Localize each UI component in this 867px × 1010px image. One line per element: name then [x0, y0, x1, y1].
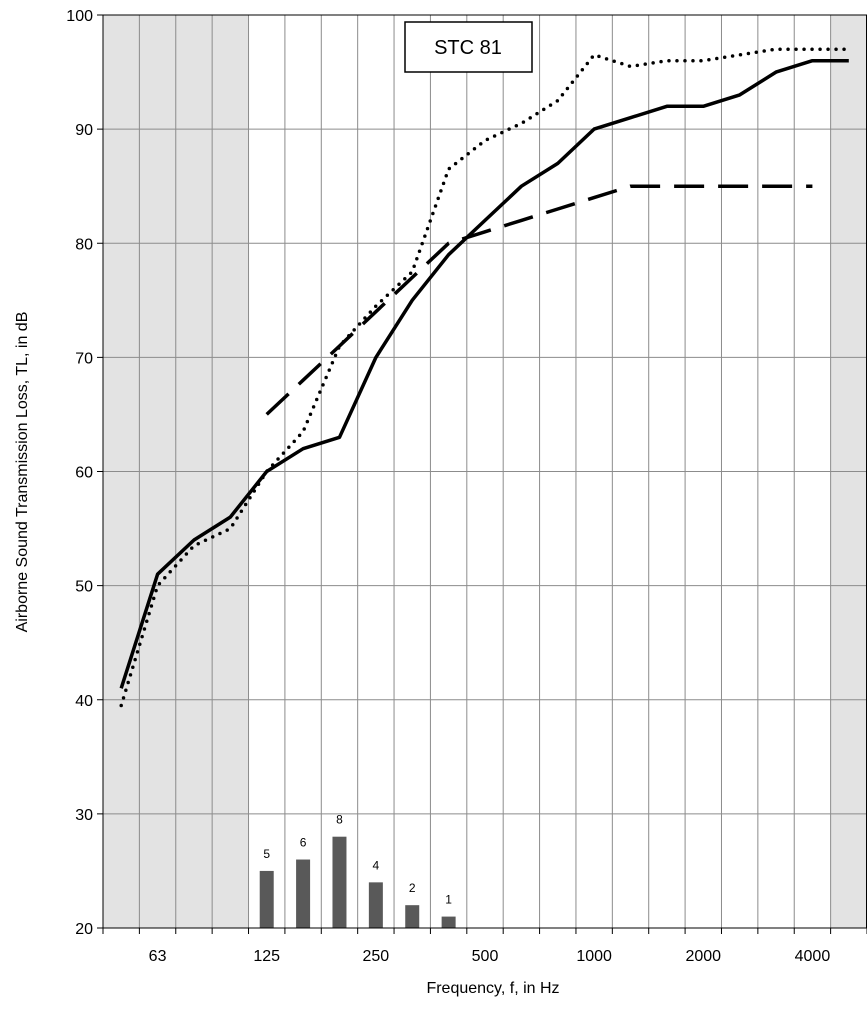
stc-box: [404, 21, 533, 73]
series-line-dashed: [265, 184, 813, 416]
deficiency-bar: [405, 905, 420, 928]
y-tick-label: 80: [75, 236, 93, 253]
x-tick-label: 2000: [685, 948, 721, 965]
series-line-solid: [119, 58, 849, 689]
y-tick-label: 30: [75, 807, 93, 824]
y-tick-label: 100: [66, 8, 93, 25]
deficiency-bar: [332, 836, 347, 928]
deficiency-bar-label: 5: [263, 847, 270, 861]
x-axis-title: Frequency, f, in Hz: [426, 980, 559, 997]
grid-lines: [103, 14, 867, 929]
deficiency-bar: [259, 870, 274, 928]
deficiency-bar-label: 1: [445, 893, 452, 907]
stc-label: STC 81: [434, 37, 502, 59]
deficiency-bar-label: 8: [336, 813, 343, 827]
x-tick-label: 125: [253, 948, 280, 965]
x-tick-label: 500: [472, 948, 499, 965]
y-tick-label: 20: [75, 921, 93, 938]
deficiency-bar-label: 4: [373, 858, 380, 872]
data-series: [119, 47, 851, 708]
x-axis: 63 125 250 500 1000 2000 4000: [102, 928, 867, 965]
deficiency-bar: [368, 882, 383, 928]
y-tick-label: 50: [75, 579, 93, 596]
y-tick-label: 90: [75, 122, 93, 139]
y-tick-label: 70: [75, 350, 93, 367]
x-tick-label: 250: [363, 948, 390, 965]
deficiency-bar: [441, 916, 456, 928]
deficiency-bar: [296, 859, 311, 928]
y-tick-label: 40: [75, 693, 93, 710]
y-axis: 20 30 40 50 60 70 80 90 100: [66, 8, 103, 938]
deficiency-bars: 5 6 8 4 2 1: [259, 813, 456, 928]
x-tick-label: 63: [149, 948, 167, 965]
deficiency-bar-label: 6: [300, 836, 307, 850]
stc-annotation: STC 81: [404, 21, 533, 73]
y-tick-label: 60: [75, 465, 93, 482]
x-tick-label: 4000: [795, 948, 831, 965]
x-tick-label: 1000: [576, 948, 612, 965]
deficiency-bar-label: 2: [409, 881, 416, 895]
y-axis-title: Airborne Sound Transmission Loss, TL, in…: [14, 312, 31, 633]
